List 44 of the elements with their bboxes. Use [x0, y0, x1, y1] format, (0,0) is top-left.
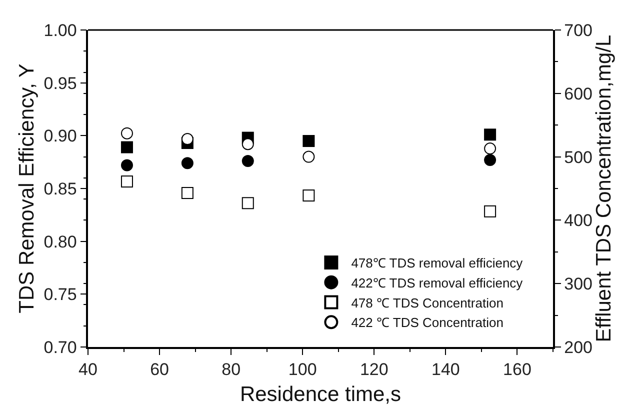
y-tick-label: 0.70 — [44, 338, 77, 357]
x-tick-label: 60 — [150, 360, 169, 380]
y-tick-label: 1.00 — [44, 20, 77, 40]
y2-tick-label: 300 — [564, 274, 593, 294]
point — [242, 197, 254, 210]
point — [120, 176, 133, 188]
point — [120, 141, 133, 154]
y2-tick-label: 700 — [564, 20, 593, 40]
x-tick-label: 40 — [78, 360, 98, 380]
point — [242, 138, 254, 150]
legend-label: 478℃ TDS removal efficiency — [351, 256, 524, 271]
point — [181, 133, 194, 146]
point — [484, 142, 496, 155]
y-tick-label: 0.80 — [44, 232, 77, 252]
y-tick-label: 0.90 — [44, 126, 77, 146]
point — [484, 205, 496, 218]
legend-label: 422 ℃ TDS Concentration — [351, 315, 504, 330]
x-tick-label: 100 — [288, 360, 317, 380]
x-tick-label: 140 — [432, 360, 460, 380]
y2-axis-title: Effluent TDS Concentration,mg/L — [592, 34, 616, 342]
y-tick-label: 0.75 — [44, 285, 77, 304]
y2-tick-label: 500 — [564, 148, 593, 167]
point — [302, 150, 315, 163]
y2-tick-label: 400 — [564, 211, 593, 230]
x-axis-title: Residence time,s — [240, 382, 402, 406]
y-tick-label: 0.95 — [44, 74, 77, 93]
x-tick-label: 160 — [503, 360, 532, 380]
point — [484, 154, 496, 166]
point — [484, 128, 496, 141]
legend-label: 478 ℃ TDS Concentration — [351, 295, 504, 310]
y2-tick-label: 200 — [564, 338, 593, 357]
point — [181, 157, 194, 170]
point — [302, 189, 315, 202]
y2-tick-label: 600 — [564, 84, 593, 104]
point — [120, 159, 133, 172]
point — [242, 155, 254, 168]
y-tick-label: 0.85 — [44, 179, 77, 198]
y-axis-title: TDS Removal Efficiency, Y — [15, 64, 38, 314]
point — [302, 134, 315, 147]
x-tick-label: 120 — [360, 360, 388, 380]
point — [181, 186, 194, 199]
x-tick-label: 80 — [222, 360, 241, 380]
point — [120, 127, 133, 140]
legend-label: 422℃ TDS removal efficiency — [351, 275, 524, 290]
